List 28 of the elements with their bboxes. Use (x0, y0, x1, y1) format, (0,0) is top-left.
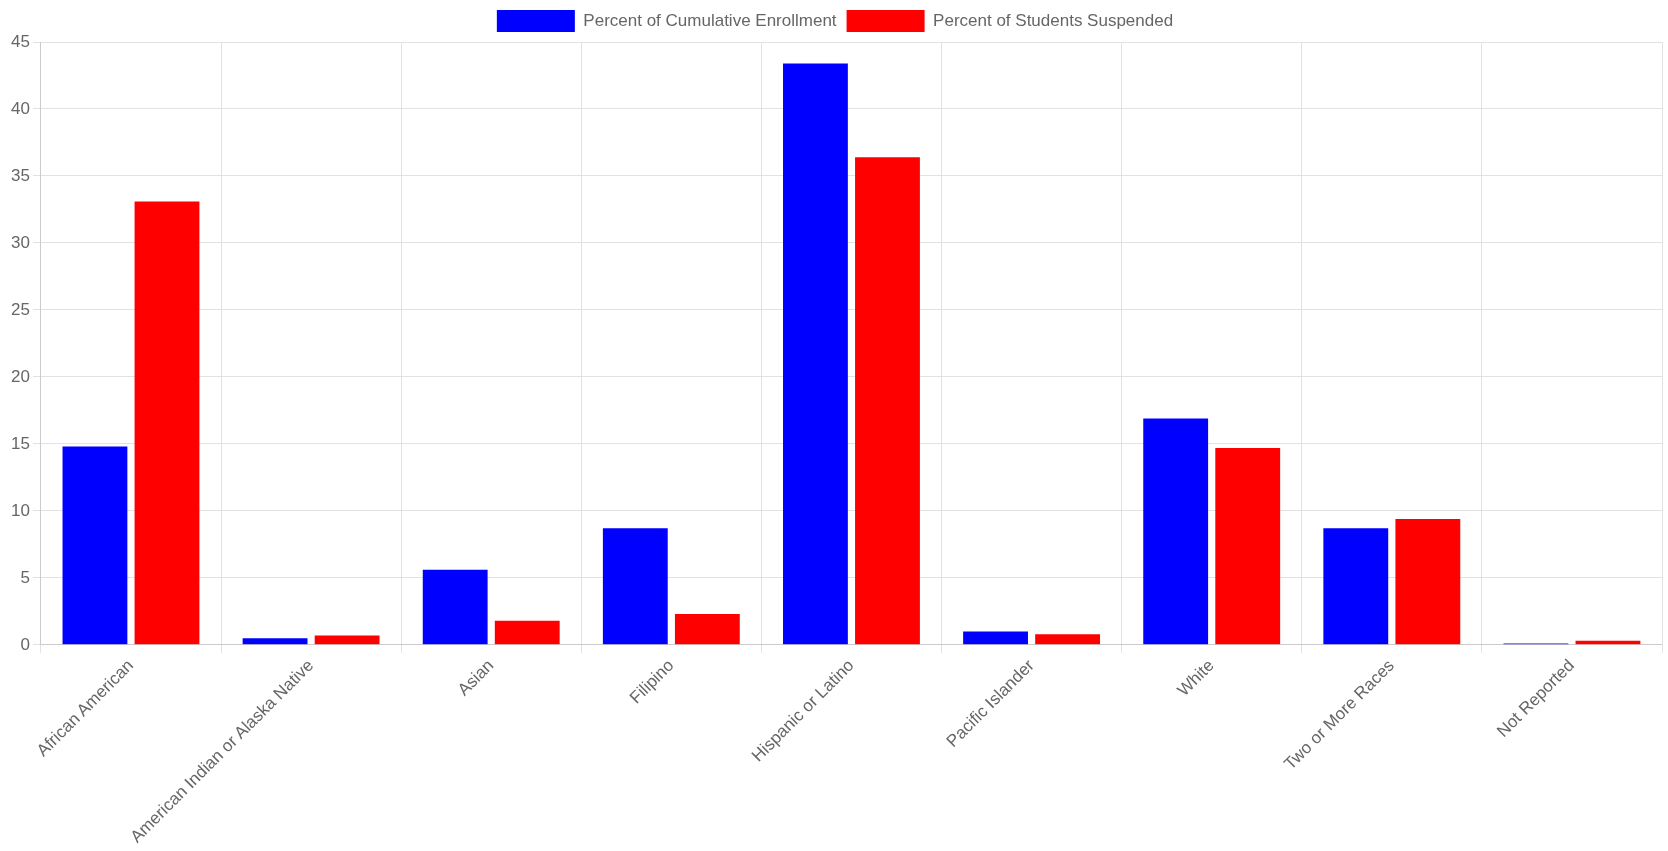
bar (134, 201, 200, 645)
bar (1035, 634, 1101, 645)
bar (963, 631, 1028, 645)
y-tick-label: 0 (20, 634, 30, 654)
bar (242, 638, 308, 645)
legend-label: Percent of Cumulative Enrollment (583, 10, 837, 30)
legend-label: Percent of Students Suspended (933, 10, 1174, 30)
bar (1323, 528, 1389, 645)
y-tick-label: 25 (10, 299, 30, 319)
y-tick-label: 30 (10, 232, 30, 252)
y-tick-label: 35 (10, 165, 30, 185)
bar (1143, 418, 1209, 645)
y-tick-label: 5 (20, 567, 30, 587)
bar (783, 63, 848, 645)
y-tick-label: 15 (10, 433, 30, 453)
bar (1395, 518, 1461, 645)
bar (62, 446, 128, 645)
y-tick-label: 20 (10, 366, 30, 386)
bar (1215, 447, 1281, 645)
y-tick-label: 10 (10, 500, 30, 520)
y-tick-label: 40 (10, 98, 30, 118)
bar (314, 635, 380, 645)
bar (494, 620, 560, 645)
bar (422, 569, 488, 645)
bar (602, 528, 668, 645)
y-tick-label: 45 (10, 31, 30, 51)
bar (674, 614, 740, 645)
bar (855, 157, 920, 645)
